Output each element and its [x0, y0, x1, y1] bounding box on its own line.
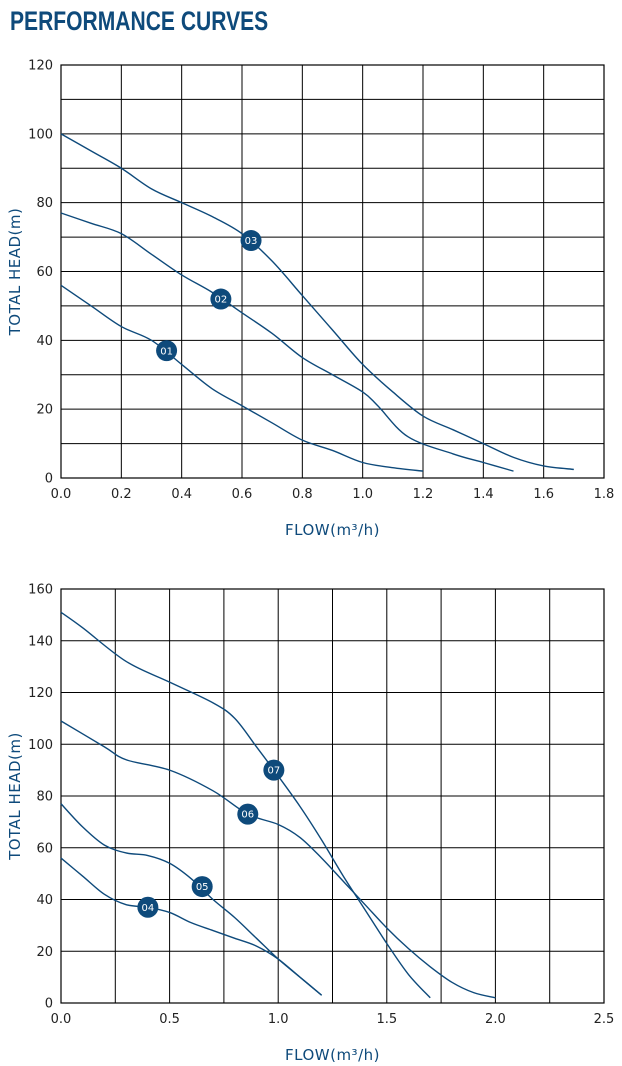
y-tick-label: 120	[28, 686, 53, 701]
y-tick-label: 40	[36, 334, 53, 349]
x-tick-label: 1.2	[413, 487, 434, 502]
x-tick-label: 1.0	[268, 1012, 289, 1027]
y-tick-label: 60	[36, 841, 53, 856]
grid	[60, 64, 605, 479]
badge-label-07: 07	[267, 766, 280, 777]
badge-01	[156, 340, 178, 362]
y-axis-label: TOTAL HEAD(m)	[6, 732, 24, 861]
badge-07	[263, 759, 285, 781]
x-tick-label: 0.6	[232, 487, 253, 502]
plot-frame	[60, 64, 605, 479]
y-tick-labels: 0 20 40 60 80 100 120	[28, 59, 53, 487]
x-tick-label: 0.0	[51, 487, 72, 502]
badge-label-02: 02	[215, 295, 228, 306]
y-tick-label: 60	[36, 265, 53, 280]
chart-2: 04 05 06 07 0.0 0.5 1.0 1.5 2.0 2.5 0 20 40 60 80 100…	[6, 583, 615, 1065]
y-tick-label: 0	[45, 997, 53, 1012]
x-tick-label: 1.5	[376, 1012, 397, 1027]
x-tick-label: 1.0	[352, 487, 373, 502]
x-tick-labels: 0.0 0.5 1.0 1.5 2.0 2.5	[51, 1012, 615, 1027]
y-tick-label: 120	[28, 59, 53, 74]
badge-04	[137, 896, 159, 918]
y-tick-label: 0	[45, 472, 53, 487]
curve-05	[60, 803, 323, 996]
chart-1: 01 02 03 0.0 0.2 0.4 0.6 0.8 1.0 1.2 1.4 1.6 1.8 0 2…	[6, 59, 615, 540]
x-axis-label: FLOW(m³/h)	[285, 521, 380, 539]
y-tick-label: 100	[28, 127, 53, 142]
x-tick-label: 0.2	[111, 487, 132, 502]
x-tick-label: 1.6	[533, 487, 554, 502]
x-tick-label: 0.8	[292, 487, 313, 502]
badges: 04 05 06 07	[137, 759, 285, 918]
badge-label-06: 06	[241, 810, 254, 821]
page-title: PERFORMANCE CURVES	[10, 6, 269, 36]
badge-label-05: 05	[196, 882, 209, 893]
y-tick-label: 140	[28, 634, 53, 649]
badge-label-03: 03	[245, 236, 258, 247]
curve-02	[60, 212, 514, 472]
x-tick-label: 2.5	[594, 1012, 615, 1027]
badge-02	[210, 288, 232, 310]
badge-label-04: 04	[142, 903, 155, 914]
badge-label-01: 01	[160, 346, 173, 357]
y-tick-label: 80	[36, 790, 53, 805]
x-tick-label: 0.5	[159, 1012, 180, 1027]
y-tick-label: 20	[36, 403, 53, 418]
badge-05	[191, 876, 213, 898]
y-tick-label: 80	[36, 196, 53, 211]
x-tick-labels: 0.0 0.2 0.4 0.6 0.8 1.0 1.2 1.4 1.6 1.8	[51, 487, 615, 502]
x-tick-label: 0.4	[171, 487, 192, 502]
badge-03	[240, 230, 262, 252]
x-axis-label: FLOW(m³/h)	[285, 1046, 380, 1064]
y-tick-label: 40	[36, 893, 53, 908]
y-tick-labels: 0 20 40 60 80 100 120 140 160	[28, 583, 53, 1012]
y-tick-label: 100	[28, 738, 53, 753]
x-tick-label: 1.4	[473, 487, 494, 502]
curve-06	[60, 720, 496, 999]
curves	[60, 133, 574, 472]
curve-03	[60, 133, 574, 471]
y-tick-label: 20	[36, 945, 53, 960]
y-axis-label: TOTAL HEAD(m)	[6, 208, 24, 337]
plot-frame	[60, 588, 605, 1004]
curve-01	[60, 284, 424, 472]
badge-06	[237, 803, 259, 825]
badges: 01 02 03	[156, 230, 262, 362]
grid	[60, 588, 605, 1004]
x-tick-label: 2.0	[485, 1012, 506, 1027]
x-tick-label: 0.0	[51, 1012, 72, 1027]
x-tick-label: 1.8	[594, 487, 615, 502]
y-tick-label: 160	[28, 583, 53, 598]
